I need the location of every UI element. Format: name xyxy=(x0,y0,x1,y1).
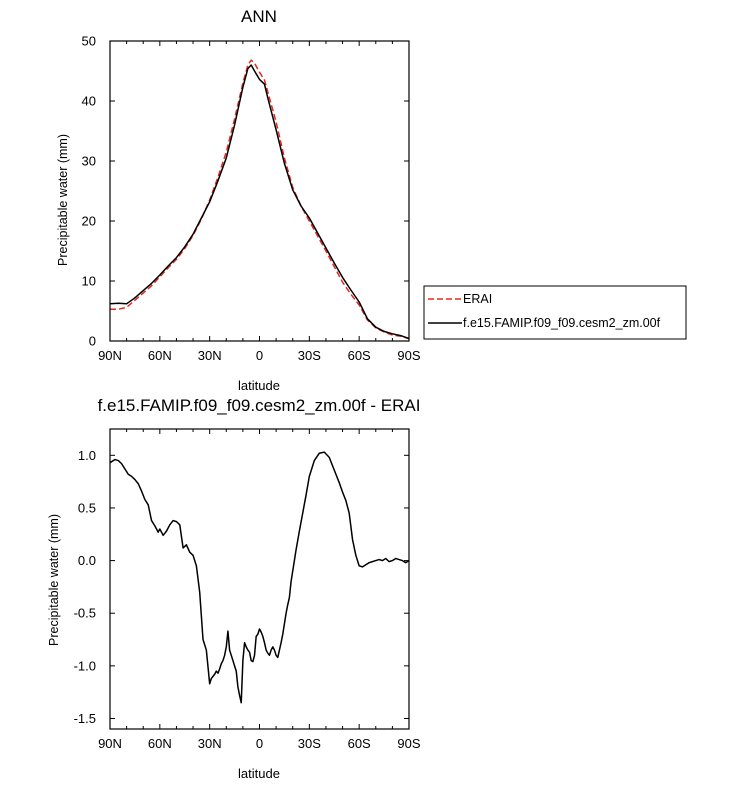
bottom-panel: f.e15.FAMIP.f09_f09.cesm2_zm.00f - ERAI … xyxy=(47,396,421,781)
top-plot-frame xyxy=(109,40,410,342)
bottom-y-tick-label: 0.5 xyxy=(78,500,96,515)
top-chart-title: ANN xyxy=(241,7,277,26)
bottom-y-tick-label: -0.5 xyxy=(74,606,96,621)
bottom-plot-frame xyxy=(109,428,410,730)
top-y-tick-label: 50 xyxy=(82,34,96,49)
top-x-tick-label: 30S xyxy=(298,348,321,363)
bottom-y-tick-label: -1.5 xyxy=(74,711,96,726)
bottom-x-tick-label: 30S xyxy=(298,736,321,751)
top-series-line-1 xyxy=(110,64,409,340)
bottom-x-tick-label: 90S xyxy=(397,736,420,751)
bottom-y-axis-label: Precipitable water (mm) xyxy=(47,514,61,646)
bottom-y-tick-label: 1.0 xyxy=(78,448,96,463)
legend-label-erai: ERAI xyxy=(463,292,492,306)
top-x-tick-label: 0 xyxy=(256,348,263,363)
legend: ERAI f.e15.FAMIP.f09_f09.cesm2_zm.00f xyxy=(423,285,687,340)
bottom-x-tick-label: 90N xyxy=(98,736,122,751)
top-y-axis-label: Precipitable water (mm) xyxy=(56,134,70,266)
top-y-tick-label: 40 xyxy=(82,94,96,109)
top-series-line-0 xyxy=(110,59,409,340)
top-y-tick-label: 20 xyxy=(82,214,96,229)
top-x-tick-label: 60S xyxy=(348,348,371,363)
bottom-y-tick-label: -1.0 xyxy=(74,658,96,673)
top-y-tick-label: 0 xyxy=(89,334,96,349)
top-y-tick-label: 10 xyxy=(82,274,96,289)
bottom-x-tick-label: 30N xyxy=(198,736,222,751)
top-x-axis-label: latitude xyxy=(238,378,280,393)
top-x-tick-label: 90N xyxy=(98,348,122,363)
bottom-plot-area: 90N 60N 30N 0 30S 60S 90S 1.0 0.5 0.0 -0.5 -1.0 -1.5 xyxy=(74,429,421,751)
bottom-y-tick-label: 0.0 xyxy=(78,553,96,568)
bottom-x-axis-label: latitude xyxy=(238,766,280,781)
bottom-x-tick-label: 0 xyxy=(256,736,263,751)
top-plot-area: 90N 60N 30N 0 30S 60S 90S 0 10 20 30 40 50 xyxy=(82,34,421,364)
top-x-tick-label: 90S xyxy=(397,348,420,363)
top-x-tick-label: 30N xyxy=(198,348,222,363)
bottom-chart-title: f.e15.FAMIP.f09_f09.cesm2_zm.00f - ERAI xyxy=(98,396,421,415)
bottom-x-tick-label: 60S xyxy=(348,736,371,751)
legend-box xyxy=(423,285,687,340)
top-panel: ANN Precipitable water (mm) latitude 90N… xyxy=(56,7,421,393)
bottom-x-tick-label: 60N xyxy=(148,736,172,751)
top-x-tick-label: 60N xyxy=(148,348,172,363)
top-y-tick-label: 30 xyxy=(82,154,96,169)
legend-label-model: f.e15.FAMIP.f09_f09.cesm2_zm.00f xyxy=(463,316,661,330)
bottom-series-line-0 xyxy=(110,451,409,704)
